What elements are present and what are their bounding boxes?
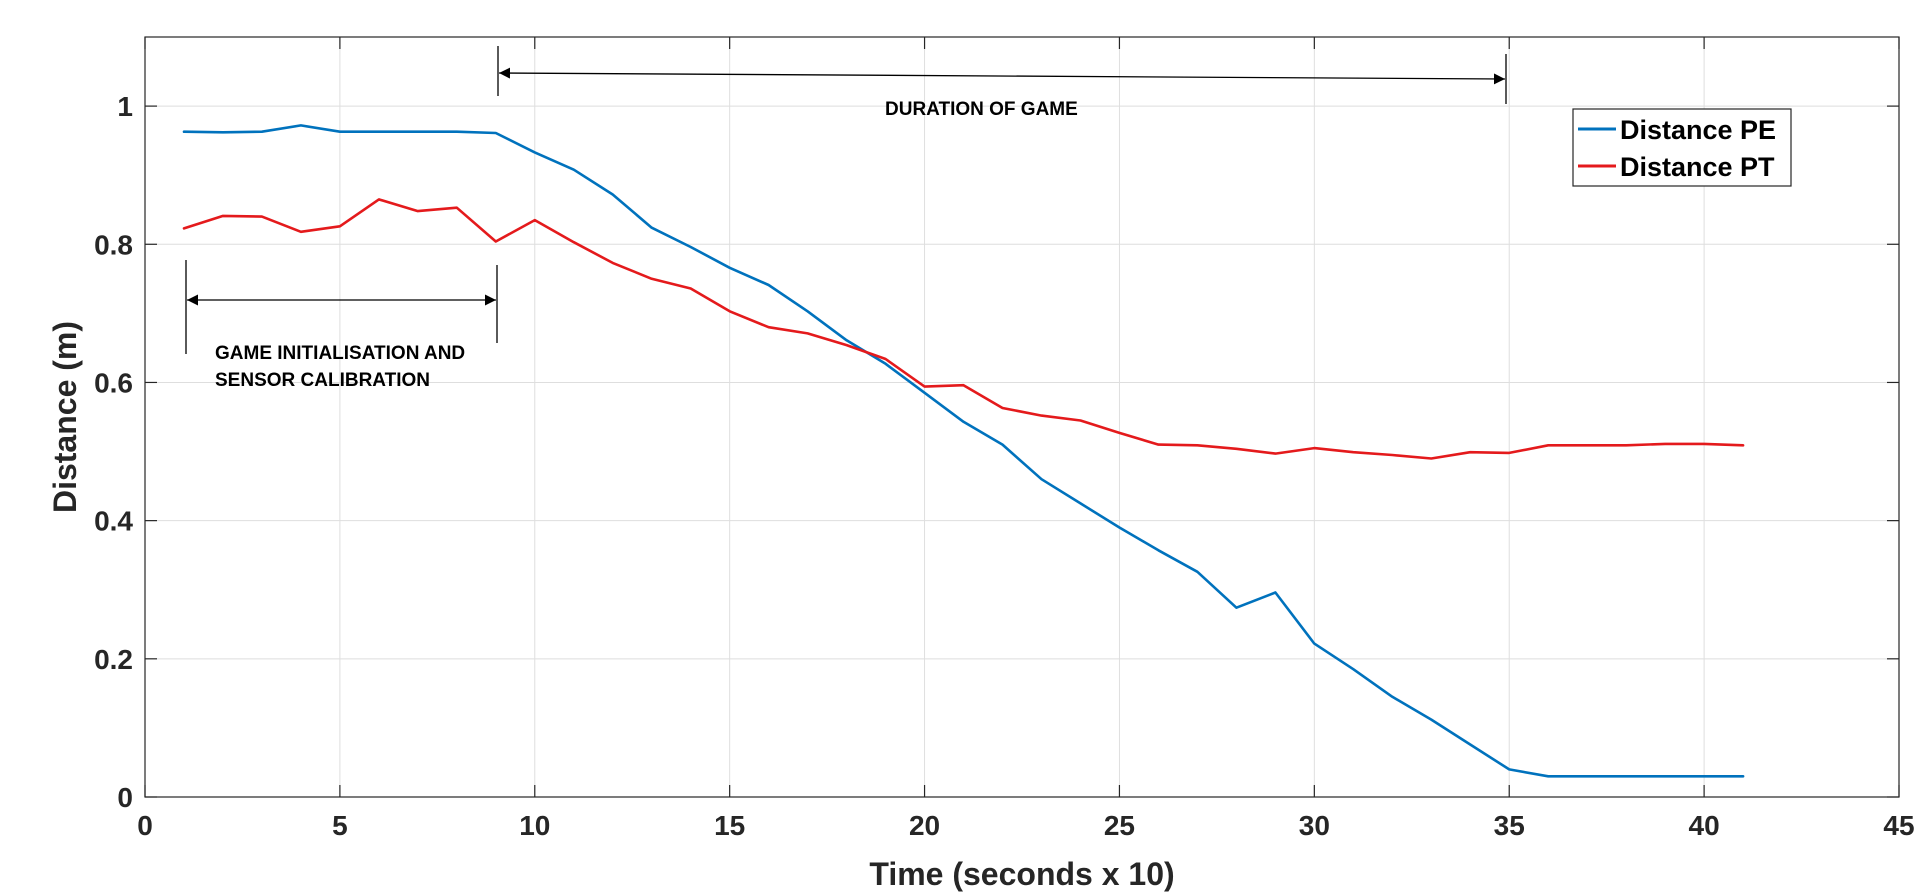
annotation-duration-label: DURATION OF GAME [885, 99, 1078, 120]
annotation-initialisation: GAME INITIALISATION AND SENSOR CALIBRATI… [185, 260, 498, 391]
y-tick-label: 0.2 [94, 644, 133, 675]
x-tick-label: 25 [1104, 810, 1135, 841]
y-axis: 0 0.2 0.4 0.6 0.8 1 [94, 91, 1899, 813]
x-tick-label: 0 [137, 810, 153, 841]
annotation-duration-arrow [498, 67, 1506, 85]
legend-box [1572, 108, 1792, 187]
y-tick-label: 1 [117, 91, 133, 122]
y-tick-label: 0 [117, 782, 133, 813]
legend: Distance PE Distance PT [1572, 108, 1792, 187]
y-tick-label: 0.4 [94, 506, 133, 537]
annotation-duration: DURATION OF GAME [497, 46, 1507, 120]
legend-label-pt: Distance PT [1620, 152, 1775, 182]
series-line-distance-pt [182, 198, 1745, 460]
annotation-init-label-line-1: GAME INITIALISATION AND [215, 343, 465, 364]
y-tick-label: 0.8 [94, 229, 133, 260]
x-tick-label: 40 [1689, 810, 1720, 841]
x-tick-label: 45 [1883, 810, 1914, 841]
x-tick-label: 15 [714, 810, 745, 841]
y-tick-label: 0.6 [94, 367, 133, 398]
series-group [182, 124, 1745, 778]
y-axis-title: Distance (m) [47, 321, 83, 513]
annotation-init-label-line-2: SENSOR CALIBRATION [215, 370, 430, 391]
series-line-distance-pe [182, 124, 1745, 778]
x-tick-label: 30 [1299, 810, 1330, 841]
x-tick-label: 10 [519, 810, 550, 841]
legend-label-pe: Distance PE [1620, 115, 1776, 145]
x-tick-label: 5 [332, 810, 348, 841]
x-axis: 0 5 10 15 20 25 30 35 40 45 [137, 37, 1915, 841]
x-tick-label: 35 [1494, 810, 1525, 841]
axes-box [144, 36, 1900, 798]
x-tick-label: 20 [909, 810, 940, 841]
x-axis-title: Time (seconds x 10) [869, 856, 1174, 892]
